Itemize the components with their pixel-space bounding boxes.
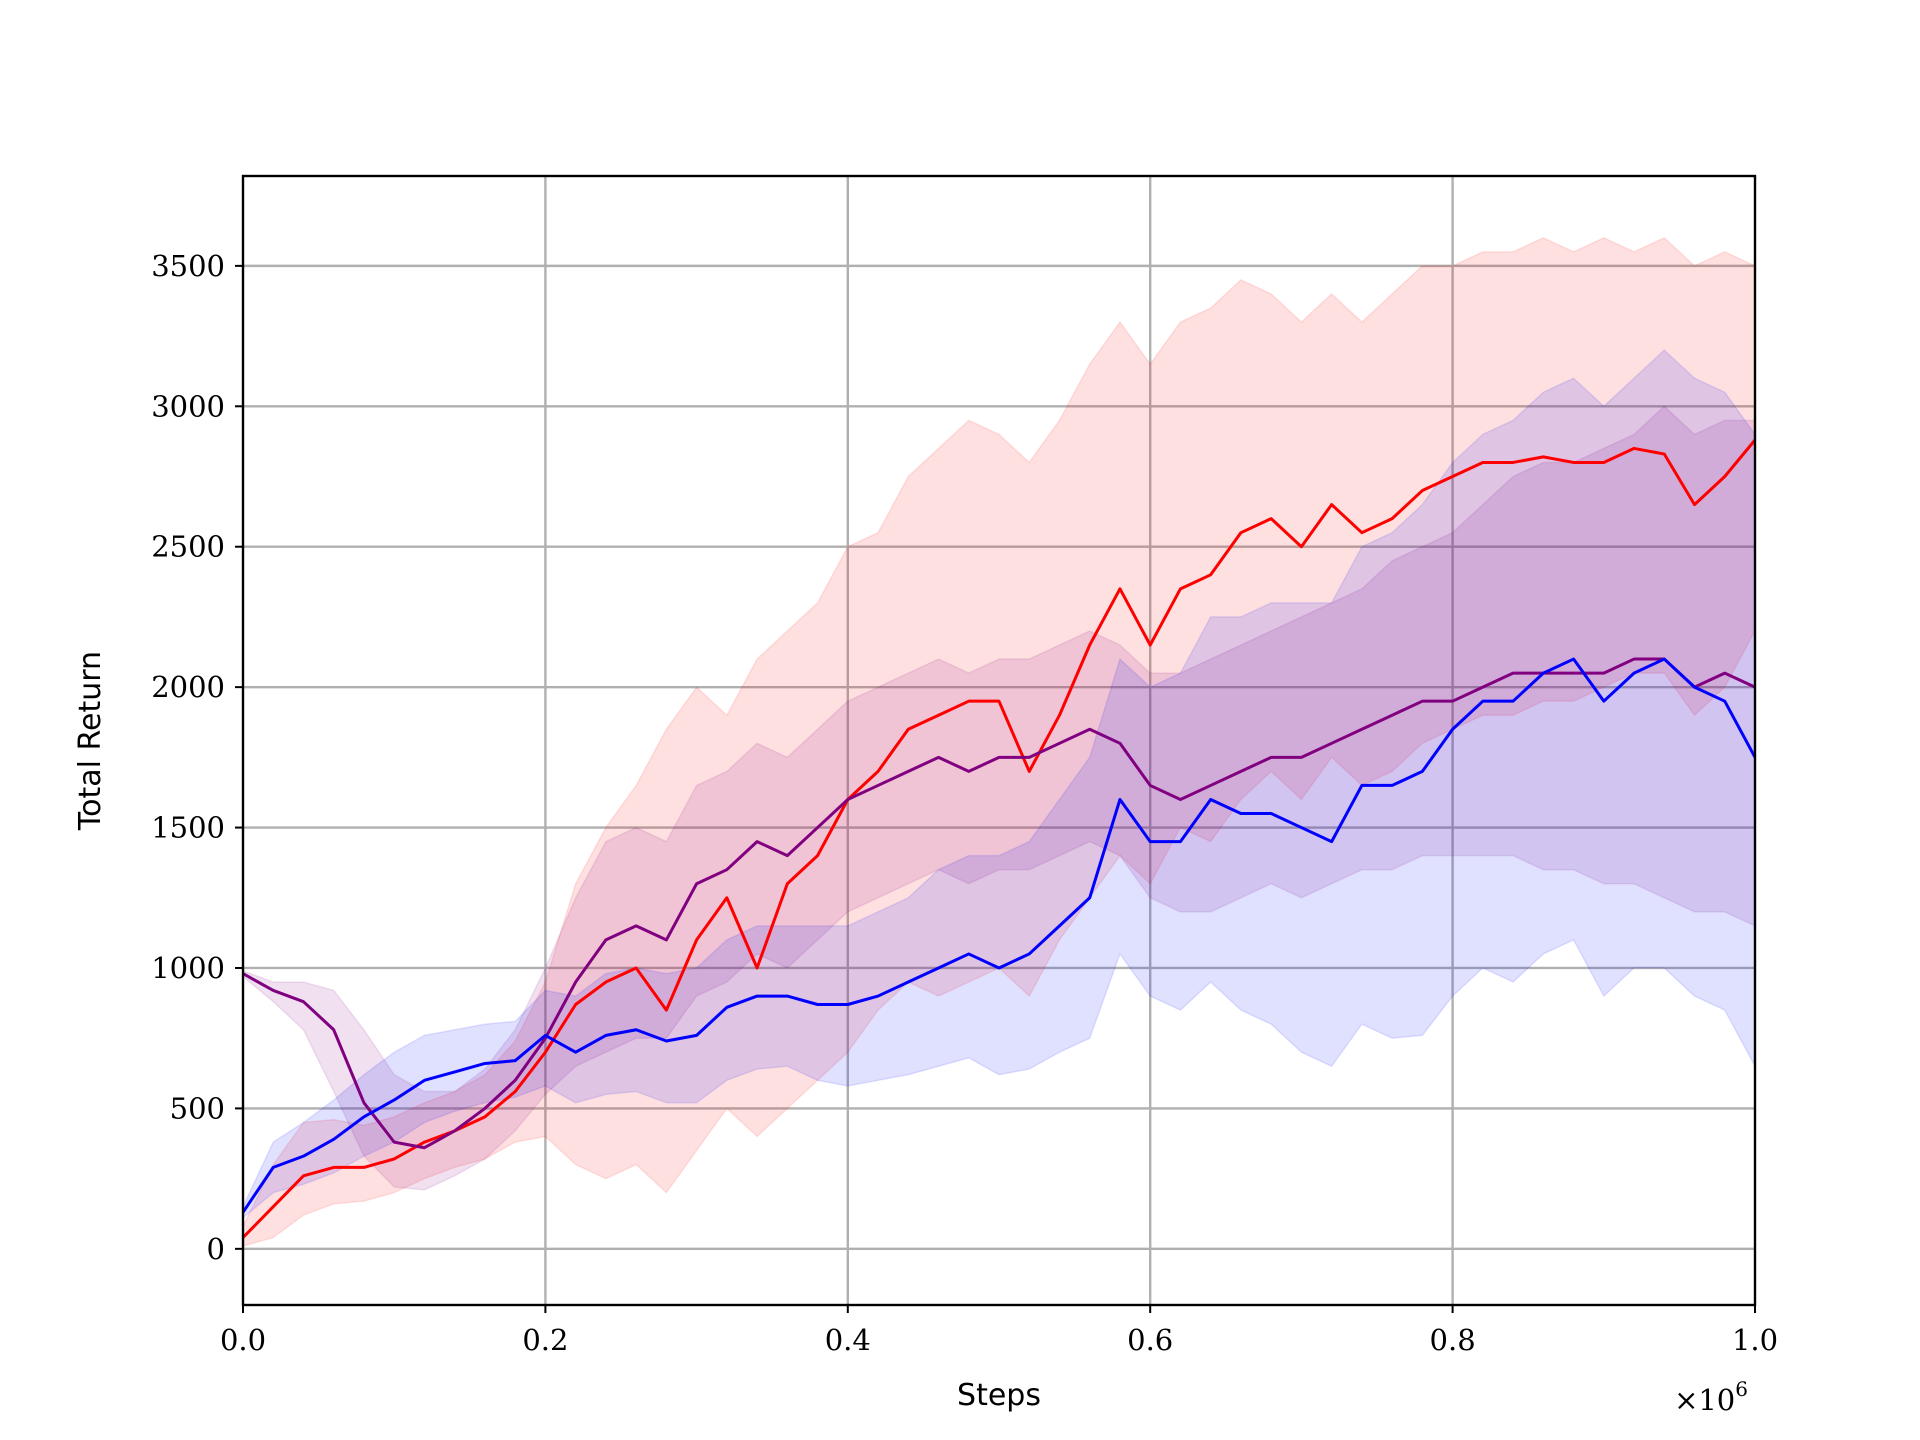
line-layer: [241, 439, 1757, 1239]
y-tick-label: 3000: [151, 389, 225, 423]
x-tick-label: 0.8: [1430, 1323, 1476, 1357]
series-line-3: [241, 657, 1757, 1214]
x-tick-label: 0.0: [220, 1323, 266, 1357]
y-tick-label: 1000: [151, 951, 225, 985]
tick-layer: 0.0 0.2 0.4 0.6 0.8 1.0 0 500 1000 1500 2000 2500 30…: [151, 249, 1778, 1357]
y-axis-title: Total Return: [73, 651, 108, 831]
y-tick-label: 2000: [151, 670, 225, 704]
y-tick-label: 3500: [151, 249, 225, 283]
series-line-2: [242, 657, 1756, 1150]
x-tick-label: 0.6: [1127, 1323, 1173, 1357]
x-tick-label: 0.2: [522, 1323, 568, 1357]
y-tick-label: 0: [207, 1232, 225, 1266]
y-tick-label: 500: [170, 1091, 225, 1125]
plot-frame: [241, 174, 1757, 1307]
y-tick-label: 1500: [151, 811, 225, 845]
y-tick-label: 2500: [151, 530, 225, 564]
x-axis-multiplier-exponent: 6: [1735, 1377, 1748, 1401]
x-axis-multiplier: ×106: [1674, 1377, 1748, 1417]
series-line-1: [241, 439, 1757, 1239]
x-axis-multiplier-base: ×10: [1674, 1383, 1735, 1417]
grid-layer: [243, 176, 1755, 1305]
band-layer: [242, 236, 1756, 1248]
x-tick-label: 0.4: [825, 1323, 871, 1357]
x-tick-label: 1.0: [1732, 1323, 1778, 1357]
x-axis-title: Steps: [957, 1378, 1041, 1413]
